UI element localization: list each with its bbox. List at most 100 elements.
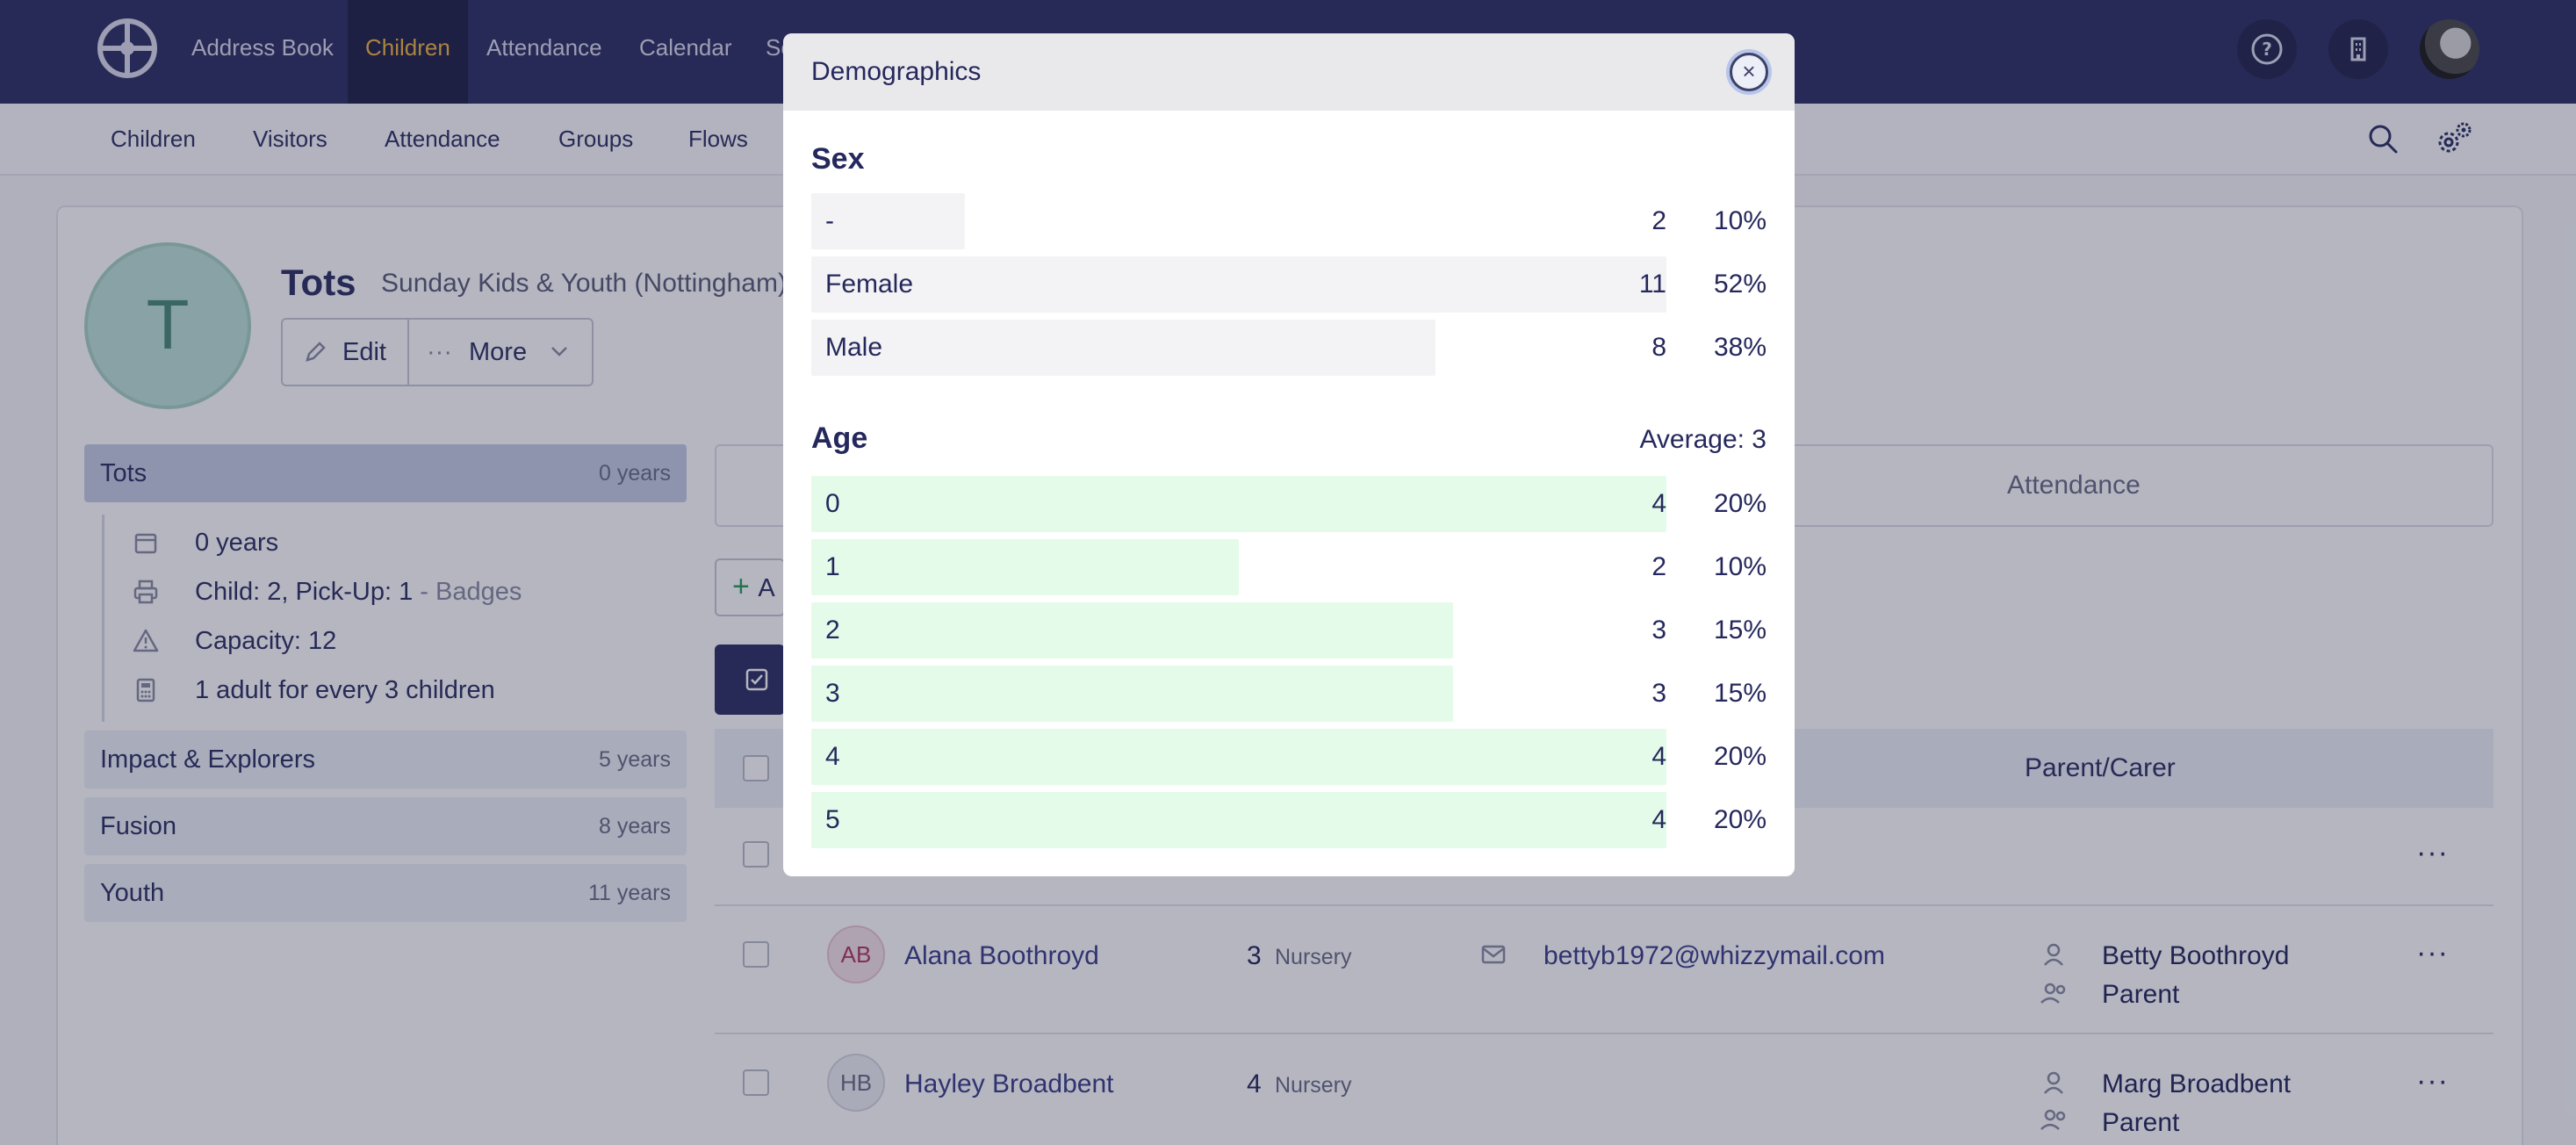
sex-percent: 10% [1713, 206, 1767, 235]
group-labels: Child: 2, Pick-Up: 1 - Badges [195, 578, 522, 607]
group-subtitle: Sunday Kids & Youth (Nottingham) [381, 269, 787, 298]
age-label: 0 [825, 489, 840, 518]
row-actions-icon[interactable]: ··· [2416, 836, 2449, 869]
subnav-children[interactable]: Children [111, 126, 196, 152]
pencil-icon [306, 342, 326, 362]
search-icon[interactable] [2365, 121, 2400, 156]
settings-gears-icon[interactable] [2434, 119, 2474, 158]
child-avatar: AB [827, 925, 885, 983]
age-count: 3 [1651, 679, 1666, 708]
select-all-checkbox[interactable] [743, 755, 769, 781]
group-actions: Edit ··· More [281, 318, 594, 386]
sidebar-group-tots[interactable]: Tots 0 years [84, 444, 687, 502]
sex-bar [811, 193, 965, 249]
sex-bar [811, 320, 1436, 376]
subnav-attendance[interactable]: Attendance [385, 126, 500, 152]
badges-link[interactable]: - Badges [413, 578, 522, 606]
tab-attendance[interactable]: Attendance [2007, 471, 2141, 500]
age-percent: 10% [1713, 552, 1767, 581]
child-name-link[interactable]: Hayley Broadbent [904, 1069, 1114, 1098]
row-checkbox[interactable] [743, 941, 769, 968]
age-percent: 15% [1713, 616, 1767, 645]
sidebar-group-years: 5 years [599, 747, 671, 772]
sidebar-group-youth[interactable]: Youth 11 years [84, 864, 687, 922]
sex-count: 11 [1638, 270, 1666, 299]
age-bar [811, 792, 1666, 848]
edit-button[interactable]: Edit [283, 320, 409, 385]
sidebar-group-impact-explorers[interactable]: Impact & Explorers 5 years [84, 731, 687, 789]
sidebar-group-fusion[interactable]: Fusion 8 years [84, 797, 687, 855]
top-navbar: Address Book Children Attendance Calenda… [0, 0, 2576, 104]
sex-label: Male [825, 333, 883, 362]
age-percent: 15% [1713, 679, 1767, 708]
age-count: 4 [1651, 742, 1666, 771]
topnav-calendar[interactable]: Calendar [639, 34, 732, 61]
group-capacity: Capacity: 12 [195, 627, 337, 655]
add-child-button[interactable]: + A [715, 558, 785, 616]
group-age-range: 0 years [195, 529, 279, 557]
row-checkbox[interactable] [743, 841, 769, 868]
subnav-flows[interactable]: Flows [688, 126, 748, 152]
age-row: 0 4 20% [811, 476, 1767, 532]
row-divider [715, 1033, 2493, 1034]
parent-relation: Parent [2102, 980, 2180, 1009]
age-bar [811, 666, 1453, 722]
subnav-groups[interactable]: Groups [558, 126, 634, 152]
person-icon [2044, 943, 2063, 966]
age-row: 5 4 20% [811, 792, 1767, 848]
group-ratio: 1 adult for every 3 children [195, 676, 495, 704]
sex-label: - [825, 206, 834, 235]
parent-name: Marg Broadbent [2102, 1069, 2292, 1098]
people-icon [2040, 983, 2066, 1004]
parent-email-link[interactable]: bettyb1972@whizzymail.com [1543, 941, 1885, 970]
select-action-button[interactable] [715, 645, 785, 715]
age-row: 3 3 15% [811, 666, 1767, 722]
organisation-button[interactable] [2328, 19, 2388, 79]
sex-row: - 2 10% [811, 193, 1767, 249]
row-actions-icon[interactable]: ··· [2416, 936, 2449, 969]
age-percent: 20% [1713, 742, 1767, 771]
row-divider [715, 904, 2493, 906]
app-logo-icon[interactable] [97, 18, 158, 79]
sex-count: 2 [1651, 206, 1666, 235]
subnav-visitors[interactable]: Visitors [253, 126, 327, 152]
topnav-attendance[interactable]: Attendance [486, 34, 602, 61]
more-label: More [469, 338, 528, 366]
age-bar [811, 602, 1453, 659]
user-avatar[interactable] [2420, 19, 2479, 79]
age-count: 4 [1651, 805, 1666, 834]
age-label: 2 [825, 616, 840, 645]
topnav-address-book[interactable]: Address Book [191, 34, 334, 61]
help-icon: ? [2251, 33, 2283, 65]
child-group: Nursery [1275, 1073, 1352, 1098]
age-label: 4 [825, 742, 840, 771]
close-icon[interactable]: × [1730, 53, 1768, 91]
demographics-modal: Demographics × Sex - 2 10% Female 11 52%… [783, 33, 1795, 876]
add-label-partial: A [758, 574, 775, 602]
sex-row: Female 11 52% [811, 256, 1767, 313]
sidebar-group-years: 11 years [587, 881, 671, 905]
child-group: Nursery [1275, 945, 1352, 969]
calculator-icon [136, 678, 155, 702]
details-divider [102, 515, 104, 722]
row-actions-icon[interactable]: ··· [2416, 1064, 2449, 1098]
sidebar-group-years: 8 years [599, 814, 671, 839]
age-average: Average: 3 [1639, 425, 1767, 454]
sex-bar [811, 256, 1666, 313]
age-label: 5 [825, 805, 840, 834]
topnav-children[interactable]: Children [348, 0, 468, 104]
svg-text:?: ? [2262, 39, 2272, 60]
sex-percent: 38% [1713, 333, 1767, 362]
age-row: 1 2 10% [811, 539, 1767, 595]
child-name-link[interactable]: Alana Boothroyd [904, 941, 1099, 970]
sidebar-group-name: Tots [100, 459, 148, 487]
help-button[interactable]: ? [2237, 19, 2297, 79]
person-icon [2044, 1071, 2063, 1094]
row-checkbox[interactable] [743, 1069, 769, 1096]
sidebar-group-name: Youth [100, 879, 165, 907]
age-label: 3 [825, 679, 840, 708]
sex-percent: 52% [1713, 270, 1767, 299]
age-percent: 20% [1713, 805, 1767, 834]
more-button[interactable]: ··· More [409, 320, 592, 385]
child-age: 4 [1247, 1069, 1262, 1098]
